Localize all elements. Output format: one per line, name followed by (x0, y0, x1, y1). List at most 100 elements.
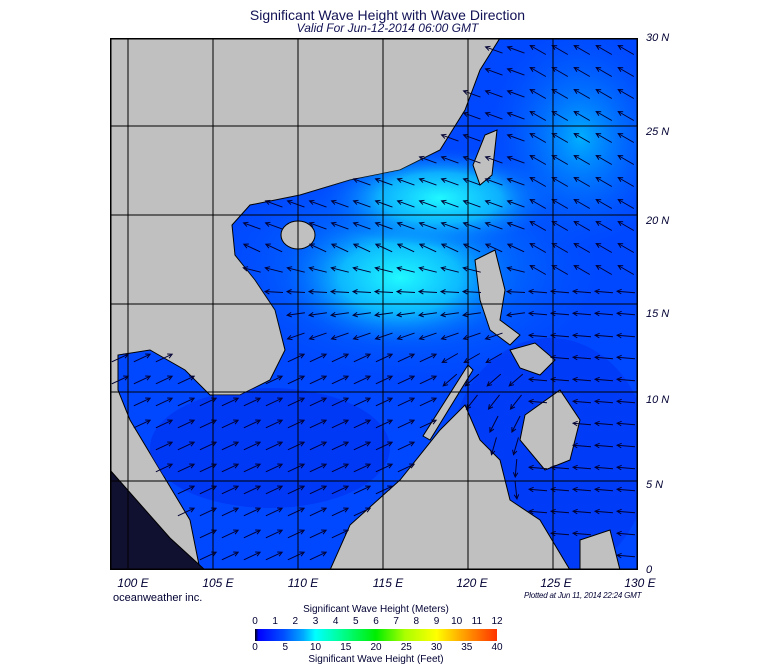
wave-arrow (617, 264, 635, 275)
x-tick: 130 E (624, 576, 656, 590)
wave-arrow (177, 397, 196, 407)
wave-arrow (489, 415, 499, 434)
wave-arrow (155, 375, 174, 385)
wave-arrow (615, 310, 636, 317)
wave-arrow (331, 419, 350, 429)
wave-arrow (329, 311, 349, 318)
wave-arrow (487, 394, 500, 410)
islands (110, 129, 621, 570)
y-tick: 10 N (646, 394, 670, 406)
wave-arrow (397, 441, 416, 451)
wave-arrow (221, 507, 240, 517)
wave-arrow (264, 243, 283, 253)
wave-arrow (243, 485, 262, 495)
colorbar-tick: 3 (312, 616, 319, 627)
wave-arrow (419, 397, 438, 407)
wave-arrow (177, 507, 196, 517)
colorbar-tick: 11 (471, 616, 483, 627)
wave-arrow (353, 463, 372, 473)
wave-arrow (551, 88, 569, 99)
wave-arrow (287, 485, 306, 495)
wave-arrow (484, 332, 503, 341)
wave-arrow (527, 288, 548, 295)
chart-title: Significant Wave Height with Wave Direct… (249, 7, 526, 23)
wave-arrow (440, 266, 459, 273)
wave-arrow (571, 354, 592, 361)
wave-arrow (331, 507, 350, 517)
wave-arrow (551, 264, 569, 275)
wave-arrow (374, 243, 393, 253)
wave-arrow (529, 154, 547, 165)
wave-arrow (462, 266, 481, 273)
wave-arrow (439, 289, 460, 295)
wave-arrow (549, 332, 570, 339)
wave-arrow (287, 397, 306, 407)
wave-arrow (221, 529, 240, 539)
colorbar-tick: 30 (430, 642, 443, 653)
wave-map (110, 38, 638, 570)
wave-arrow (396, 332, 415, 341)
wave-arrow (309, 419, 328, 429)
wave-arrow (397, 463, 416, 473)
wave-arrow (615, 530, 636, 537)
wave-arrow (177, 485, 196, 495)
wave-arrow (287, 441, 306, 451)
wave-arrow (396, 243, 415, 253)
wave-arrow (308, 221, 327, 230)
wave-arrow (331, 441, 350, 451)
wave-arrow (529, 132, 547, 143)
wave-arrow (617, 66, 635, 77)
wave-arrow (512, 437, 519, 456)
wave-arrow (133, 375, 152, 385)
wave-arrow (353, 419, 372, 429)
wave-arrow (177, 463, 196, 473)
wave-arrow (308, 199, 327, 208)
wave-arrow (484, 177, 503, 186)
wave-arrow (505, 289, 526, 295)
colorbar-tick: 8 (413, 616, 420, 627)
wave-arrow (486, 373, 502, 387)
sumatra (110, 469, 206, 570)
wave-arrow (505, 311, 525, 318)
wave-arrow (571, 288, 592, 295)
wave-arrow (353, 375, 372, 385)
wave-arrow (352, 243, 371, 253)
wave-arrow (549, 464, 570, 471)
wave-arrow (508, 373, 524, 387)
wave-arrow (615, 376, 636, 383)
wave-arrow (506, 155, 525, 164)
wave-arrow (595, 66, 613, 77)
wave-arrow (527, 486, 548, 493)
wave-arrow (177, 441, 196, 451)
wave-arrow (595, 110, 613, 121)
wave-arrow (440, 332, 459, 341)
wave-arrow (396, 199, 415, 208)
wave-arrow (309, 441, 328, 451)
wave-arrow (527, 332, 548, 339)
wave-arrow (549, 486, 570, 493)
colorbar-tick: 9 (433, 616, 440, 627)
wave-arrow (441, 353, 459, 364)
wave-arrow (615, 420, 636, 427)
wave-arrow (286, 266, 305, 273)
wave-arrow (265, 463, 284, 473)
wave-arrow (309, 463, 328, 473)
wave-arrow (307, 289, 328, 295)
wave-arrow (352, 332, 371, 341)
wave-arrow (529, 44, 547, 55)
wave-arrow (593, 354, 614, 361)
wave-arrow (593, 486, 614, 493)
colorbar-tick: 5 (282, 642, 289, 653)
wave-arrow (417, 311, 437, 318)
colorbar-tick: 10 (309, 642, 322, 653)
wave-arrow (155, 463, 174, 473)
wave-arrow (571, 508, 592, 515)
wave-arrow (595, 132, 613, 143)
wave-arrow (331, 485, 350, 495)
mindanao (519, 389, 581, 471)
wave-arrow (287, 507, 306, 517)
wave-arrow (352, 221, 371, 230)
wave-arrow (573, 44, 591, 55)
colorbar-tick: 10 (451, 616, 463, 627)
wave-arrow (133, 419, 152, 429)
